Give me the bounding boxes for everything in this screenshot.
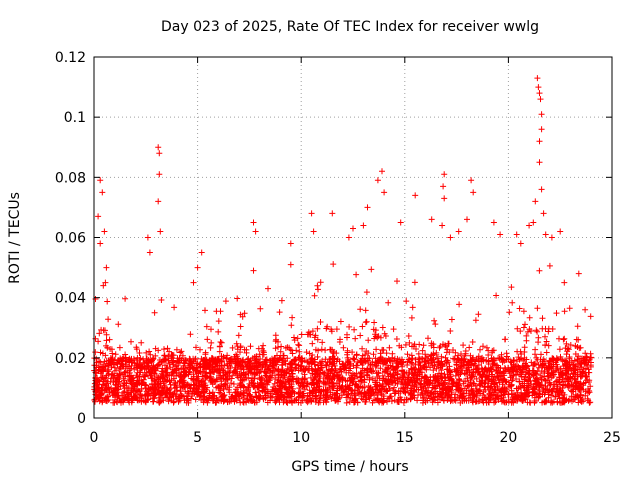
scatter-point xyxy=(329,210,336,217)
scatter-point xyxy=(532,198,539,205)
scatter-point xyxy=(536,159,543,166)
scatter-point xyxy=(513,231,520,238)
scatter-point xyxy=(526,222,533,229)
chart-title: Day 023 of 2025, Rate Of TEC Index for r… xyxy=(161,19,539,35)
x-tick-label: 15 xyxy=(396,430,414,446)
scatter-point xyxy=(156,171,163,178)
scatter-point xyxy=(540,210,547,217)
scatter-point xyxy=(310,228,317,235)
scatter-point xyxy=(287,261,294,268)
scatter-point xyxy=(534,75,541,82)
y-tick-label: 0 xyxy=(77,411,86,427)
y-tick-label: 0.04 xyxy=(55,291,86,307)
y-tick-labels: 0 0.02 0.04 0.06 0.08 0.1 0.12 xyxy=(55,50,86,427)
scatter-point xyxy=(155,198,162,205)
scatter-point xyxy=(350,225,356,232)
scatter-point xyxy=(561,279,568,286)
scatter-point xyxy=(538,111,545,118)
scatter-point xyxy=(538,186,545,193)
scatter-point xyxy=(190,279,197,286)
scatter-point xyxy=(468,177,475,184)
scatter-point xyxy=(146,249,153,256)
scatter-point xyxy=(144,234,151,241)
scatter-point xyxy=(557,228,564,235)
scatter-point xyxy=(364,204,371,211)
scatter-point xyxy=(497,231,504,238)
scatter-point xyxy=(412,192,419,199)
scatter-point xyxy=(198,249,205,256)
x-tick-label: 20 xyxy=(499,430,517,446)
y-tick-label: 0.02 xyxy=(55,351,86,367)
scatter-point xyxy=(101,228,108,235)
scatter-point xyxy=(287,240,294,247)
scatter-point xyxy=(250,219,257,226)
scatter-point xyxy=(441,195,448,202)
x-tick-label: 25 xyxy=(603,430,621,446)
scatter-point xyxy=(374,177,381,184)
scatter-point xyxy=(99,189,106,196)
scatter-point xyxy=(542,231,549,238)
scatter-point xyxy=(447,234,454,241)
scatter-point xyxy=(155,144,162,151)
scatter-point xyxy=(536,90,543,97)
axis-ticks xyxy=(93,56,613,419)
scatter-point xyxy=(102,279,109,286)
scatter-point xyxy=(360,222,367,229)
x-tick-labels: 0 5 10 15 20 25 xyxy=(90,430,621,446)
scatter-point xyxy=(157,228,164,235)
scatter-point xyxy=(103,264,110,271)
scatter-point xyxy=(250,267,257,274)
scatter-point xyxy=(582,306,589,313)
scatter-point xyxy=(97,240,104,247)
scatter-point xyxy=(464,216,470,223)
y-tick-label: 0.06 xyxy=(55,231,86,247)
scatter-point xyxy=(345,234,352,241)
scatter-point xyxy=(538,126,545,133)
scatter-point xyxy=(490,219,497,226)
scatter-point xyxy=(95,213,102,220)
scatter-point xyxy=(308,210,315,217)
y-axis-label: ROTI / TECUs xyxy=(7,192,23,284)
scatter-point xyxy=(265,285,271,292)
scatter-point xyxy=(548,234,555,241)
scatter-point xyxy=(156,150,163,157)
scatter-point xyxy=(439,222,446,229)
scatter-point xyxy=(536,138,543,145)
scatter-point xyxy=(428,216,435,223)
scatter-point xyxy=(97,177,104,184)
scatter-point xyxy=(440,183,447,190)
scatter-point xyxy=(381,189,388,196)
scatter-point xyxy=(535,84,542,91)
y-tick-label: 0.08 xyxy=(55,170,86,186)
scatter-point xyxy=(252,228,259,235)
x-tick-label: 10 xyxy=(292,430,310,446)
x-tick-label: 0 xyxy=(90,430,99,446)
scatter-point xyxy=(575,270,582,277)
scatter-point xyxy=(379,168,385,175)
scatter-point xyxy=(530,219,537,226)
scatter-point xyxy=(470,189,477,196)
scatter-point xyxy=(455,228,462,235)
scatter-point xyxy=(517,240,524,247)
scatter-point-cloud xyxy=(91,261,595,406)
scatter-point xyxy=(397,219,404,226)
x-tick-label: 5 xyxy=(193,430,202,446)
x-axis-label: GPS time / hours xyxy=(291,459,408,475)
scatter-point xyxy=(194,264,201,271)
scatter-point xyxy=(441,171,448,178)
scatter-point xyxy=(537,96,544,103)
y-tick-label: 0.1 xyxy=(64,110,86,126)
y-tick-label: 0.12 xyxy=(55,50,86,66)
data-points xyxy=(91,75,595,406)
